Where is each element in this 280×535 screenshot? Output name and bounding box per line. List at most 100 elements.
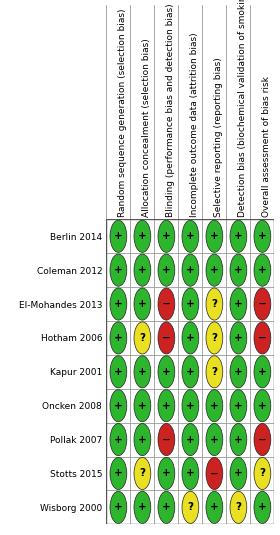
Ellipse shape [158,288,175,320]
Ellipse shape [206,322,223,354]
Ellipse shape [254,288,271,320]
Text: +: + [210,231,219,241]
Ellipse shape [110,322,127,354]
Ellipse shape [134,424,151,456]
Text: +: + [210,502,219,513]
Ellipse shape [206,457,223,490]
Text: +: + [162,401,171,411]
Text: ?: ? [211,299,217,309]
Ellipse shape [110,457,127,490]
Ellipse shape [182,220,199,253]
Ellipse shape [158,356,175,388]
Text: −: − [258,299,267,309]
Ellipse shape [110,254,127,286]
Text: +: + [138,401,147,411]
Text: +: + [162,231,171,241]
Ellipse shape [110,356,127,388]
Ellipse shape [254,322,271,354]
Ellipse shape [158,254,175,286]
Ellipse shape [134,220,151,253]
Text: Blinding (performance bias and detection bias): Blinding (performance bias and detection… [166,4,175,217]
Ellipse shape [254,424,271,456]
Text: +: + [114,231,123,241]
Text: +: + [186,434,195,445]
Text: Incomplete outcome data (attrition bias): Incomplete outcome data (attrition bias) [190,33,199,217]
Ellipse shape [110,389,127,422]
Ellipse shape [230,457,247,490]
Ellipse shape [110,220,127,253]
Text: +: + [234,231,243,241]
Ellipse shape [182,491,199,523]
Text: +: + [186,401,195,411]
Ellipse shape [206,220,223,253]
Text: +: + [186,265,195,275]
Text: +: + [210,434,219,445]
Text: +: + [210,401,219,411]
Text: −: − [162,299,171,309]
Ellipse shape [230,356,247,388]
Text: +: + [258,265,267,275]
Ellipse shape [254,389,271,422]
Text: ?: ? [235,502,241,513]
Ellipse shape [230,389,247,422]
Text: +: + [138,299,147,309]
Text: +: + [234,469,243,478]
Text: +: + [114,265,123,275]
Ellipse shape [158,322,175,354]
Text: +: + [186,333,195,343]
Text: +: + [114,333,123,343]
Ellipse shape [158,457,175,490]
Text: +: + [210,265,219,275]
Text: ?: ? [187,502,193,513]
Ellipse shape [230,424,247,456]
Ellipse shape [254,220,271,253]
Text: +: + [258,401,267,411]
Text: +: + [114,401,123,411]
Text: +: + [234,367,243,377]
Text: −: − [210,469,219,478]
Text: +: + [234,333,243,343]
Text: Random sequence generation (selection bias): Random sequence generation (selection bi… [118,9,127,217]
Ellipse shape [230,322,247,354]
Ellipse shape [134,288,151,320]
Text: +: + [114,469,123,478]
Ellipse shape [158,220,175,253]
Text: Overall assessment of bias risk: Overall assessment of bias risk [262,77,271,217]
Ellipse shape [254,457,271,490]
Text: +: + [186,299,195,309]
Ellipse shape [206,424,223,456]
Text: +: + [162,469,171,478]
Ellipse shape [182,322,199,354]
Text: −: − [162,434,171,445]
Ellipse shape [182,457,199,490]
Ellipse shape [182,288,199,320]
Text: +: + [234,265,243,275]
Ellipse shape [206,288,223,320]
Text: +: + [114,434,123,445]
Ellipse shape [110,491,127,523]
Ellipse shape [254,356,271,388]
Text: Allocation concealment (selection bias): Allocation concealment (selection bias) [143,39,151,217]
Text: +: + [162,502,171,513]
Ellipse shape [134,457,151,490]
Ellipse shape [134,389,151,422]
Ellipse shape [230,220,247,253]
Ellipse shape [254,491,271,523]
Ellipse shape [134,254,151,286]
Text: +: + [138,434,147,445]
Ellipse shape [206,491,223,523]
Text: +: + [138,265,147,275]
Ellipse shape [182,356,199,388]
Ellipse shape [182,424,199,456]
Ellipse shape [134,491,151,523]
Ellipse shape [254,254,271,286]
Text: −: − [258,434,267,445]
Text: +: + [162,367,171,377]
Ellipse shape [134,356,151,388]
Ellipse shape [158,424,175,456]
Text: ?: ? [259,469,265,478]
Text: +: + [258,367,267,377]
Text: +: + [138,367,147,377]
Text: +: + [234,299,243,309]
Ellipse shape [182,389,199,422]
